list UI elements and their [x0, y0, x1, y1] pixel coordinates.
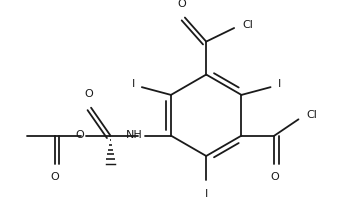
Text: I: I — [205, 188, 208, 198]
Text: I: I — [278, 79, 281, 89]
Text: O: O — [85, 89, 93, 99]
Text: O: O — [270, 172, 279, 182]
Text: I: I — [132, 79, 135, 89]
Text: Cl: Cl — [243, 20, 253, 30]
Text: NH: NH — [126, 130, 142, 140]
Text: O: O — [50, 172, 59, 182]
Text: O: O — [75, 130, 84, 140]
Text: O: O — [177, 0, 186, 9]
Text: Cl: Cl — [306, 110, 317, 120]
